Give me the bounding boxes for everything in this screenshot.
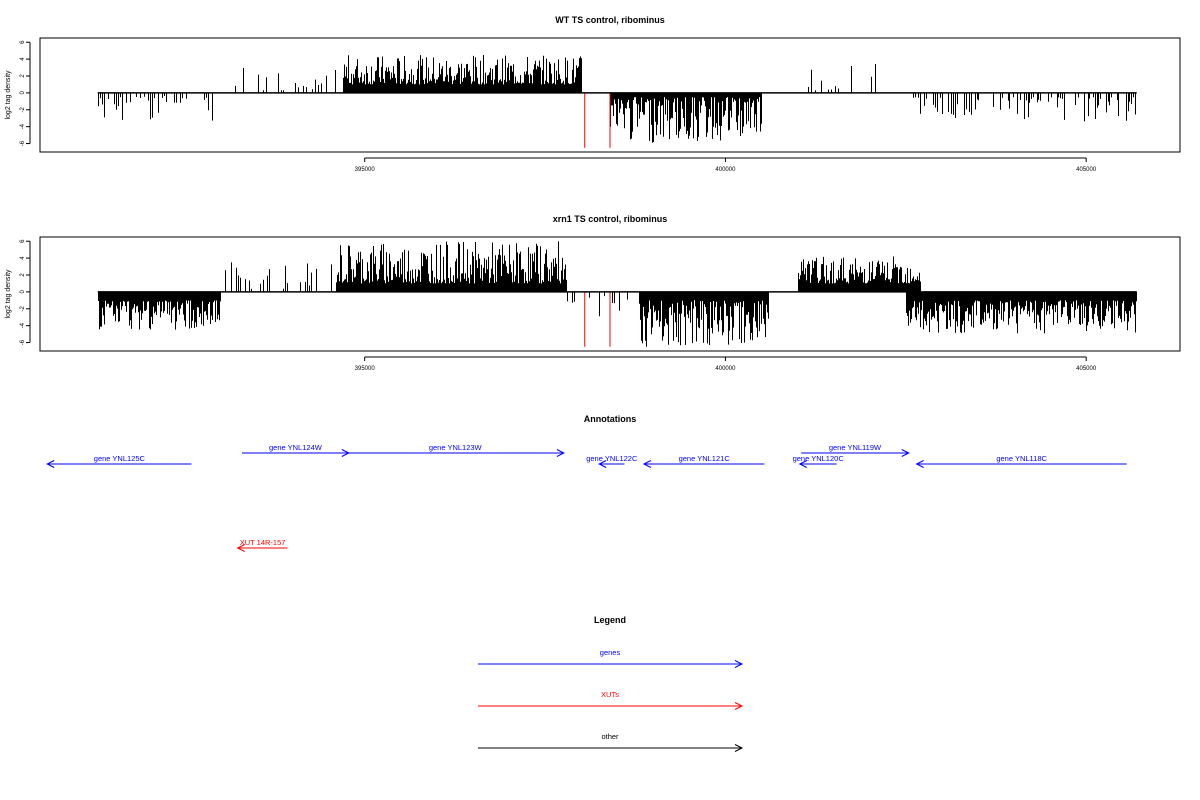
axes: 6 4 2 0 -2 -4 -6 395000 400000 405000 <box>20 40 1137 173</box>
gene-arrow <box>598 460 625 468</box>
y-tick-label: 4 <box>20 57 26 61</box>
y-axis-label: log2 tag density <box>5 70 12 120</box>
gene-label: gene YNL122C <box>586 454 638 463</box>
y-tick-label: 6 <box>20 40 26 44</box>
plot-frame <box>39 37 1181 153</box>
legend-arrow <box>478 660 744 668</box>
density-bars <box>98 241 1137 347</box>
gene-arrow <box>46 460 192 468</box>
panel-title: xrn1 TS control, ribominus <box>553 214 668 224</box>
x-tick-label: 395000 <box>355 167 376 173</box>
red-marker-lines <box>584 291 611 347</box>
legend-label: XUTs <box>601 690 619 699</box>
annotations-title: Annotations <box>584 414 637 424</box>
gene-label: gene YNL118C <box>996 454 1047 463</box>
x-tick-label: 395000 <box>355 366 376 372</box>
y-tick-label: -6 <box>20 140 26 146</box>
panel-title: WT TS control, ribominus <box>555 15 665 25</box>
x-tick-label: 405000 <box>1076 167 1097 173</box>
gene-arrow <box>798 460 837 468</box>
axes: 6 4 2 0 -2 -4 -6 395000 400000 405000 <box>20 239 1137 372</box>
legend: genes XUTs other <box>478 648 744 752</box>
y-tick-label: -2 <box>20 106 26 112</box>
legend-label: other <box>601 732 619 741</box>
density-bar-path <box>98 241 1137 347</box>
y-tick-label: 2 <box>20 74 26 78</box>
gene-label: gene YNL124W <box>269 443 323 452</box>
gene-label: gene YNL121C <box>679 454 731 463</box>
y-tick-label: 4 <box>20 256 26 260</box>
x-tick-label: 400000 <box>715 167 736 173</box>
red-marker-lines <box>584 92 611 148</box>
gene-arrow <box>346 449 565 457</box>
legend-title: Legend <box>594 615 626 625</box>
x-tick-label: 405000 <box>1076 366 1097 372</box>
xut-label: XUT 14R-157 <box>240 538 286 547</box>
wt-density-panel: WT TS control, ribominus log2 tag densit… <box>5 15 1181 173</box>
x-tick-label: 400000 <box>715 366 736 372</box>
gene-label: gene YNL123W <box>429 443 483 452</box>
y-tick-label: 6 <box>20 239 26 243</box>
gene-arrow <box>801 449 910 457</box>
y-axis-label: log2 tag density <box>5 269 12 319</box>
gene-arrow <box>915 460 1127 468</box>
y-tick-label: 0 <box>20 290 26 294</box>
xrn1-density-panel: xrn1 TS control, ribominus log2 tag dens… <box>5 214 1181 372</box>
gene-label: gene YNL125C <box>94 454 146 463</box>
y-tick-label: -4 <box>20 123 26 129</box>
density-bar-path <box>98 55 1136 143</box>
legend-label: genes <box>600 648 621 657</box>
gene-label: gene YNL120C <box>793 454 845 463</box>
xut-arrow <box>236 544 288 552</box>
gene-label: gene YNL119W <box>829 443 882 452</box>
legend-arrow <box>478 744 744 752</box>
plot-frame <box>39 236 1181 352</box>
gene-arrow <box>642 460 765 468</box>
density-bars <box>98 55 1136 143</box>
annotation-track: gene YNL125C gene YNL124W gene YNL123W gene… <box>46 443 1127 552</box>
y-tick-label: -4 <box>20 322 26 328</box>
legend-arrow <box>478 702 744 710</box>
y-tick-label: -6 <box>20 339 26 345</box>
y-tick-label: 0 <box>20 91 26 95</box>
y-tick-label: 2 <box>20 273 26 277</box>
y-tick-label: -2 <box>20 305 26 311</box>
